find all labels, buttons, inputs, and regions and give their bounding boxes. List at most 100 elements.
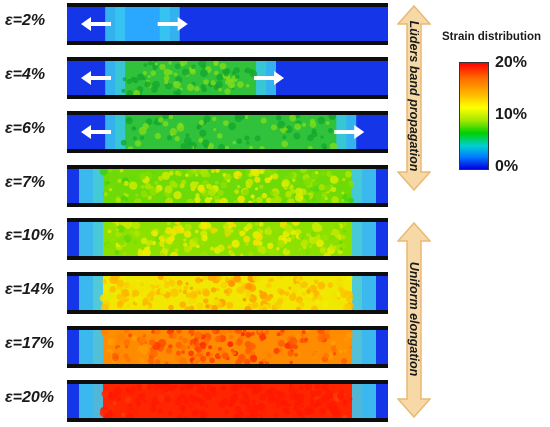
strain-speckle xyxy=(289,114,297,122)
strain-speckle xyxy=(181,350,185,354)
strain-speckle xyxy=(320,170,326,176)
shoulder-zone xyxy=(352,169,376,203)
specimen-strain-map xyxy=(67,111,388,153)
strain-speckle xyxy=(325,403,332,409)
strain-speckle xyxy=(243,235,251,243)
strain-speckle xyxy=(254,232,263,241)
shoulder-zone xyxy=(79,222,103,256)
strain-speckle xyxy=(192,236,199,243)
uniform-arrow: Uniform elongation xyxy=(396,221,432,419)
strain-speckle xyxy=(276,297,284,305)
arrow-right-icon xyxy=(254,71,285,85)
strain-speckle xyxy=(277,339,285,347)
strain-speckle xyxy=(276,247,280,251)
strain-speckle xyxy=(115,347,122,354)
strain-speckle xyxy=(324,328,330,335)
strain-speckle xyxy=(204,197,212,204)
strain-field-plot xyxy=(67,3,388,45)
strain-speckle xyxy=(186,142,193,150)
strain-speckle xyxy=(214,335,222,343)
strain-speckle xyxy=(130,386,137,392)
strain-label: ε=4% xyxy=(5,66,46,83)
strain-speckle xyxy=(189,181,198,189)
strain-speckle xyxy=(257,240,263,246)
strain-speckle xyxy=(290,349,294,353)
strain-speckle xyxy=(257,402,266,412)
shoulder-zone xyxy=(79,276,103,310)
strain-speckle xyxy=(329,175,339,184)
strain-label: ε=20% xyxy=(5,389,55,406)
strain-speckle xyxy=(139,135,145,141)
arrow-right-icon xyxy=(157,17,188,31)
strain-speckle xyxy=(163,68,171,76)
strain-speckle xyxy=(259,229,264,234)
strain-speckle xyxy=(116,224,125,233)
band-front xyxy=(105,7,126,41)
strain-speckle xyxy=(282,276,290,284)
strain-speckle xyxy=(234,406,242,413)
strain-speckle xyxy=(185,292,191,298)
strain-speckle xyxy=(285,191,292,198)
strain-speckle xyxy=(115,228,119,232)
strain-speckle xyxy=(127,236,131,240)
strain-speckle xyxy=(194,229,199,234)
strain-speckle xyxy=(302,122,307,127)
strain-speckle xyxy=(135,193,139,197)
strain-speckle xyxy=(178,335,184,341)
strain-speckle xyxy=(199,129,207,137)
strain-speckle xyxy=(182,289,188,295)
strain-speckle xyxy=(122,77,127,82)
shoulder-zone xyxy=(79,384,103,418)
strain-speckle xyxy=(193,408,200,415)
strain-speckle xyxy=(180,143,187,150)
strain-speckle xyxy=(185,282,189,286)
strain-speckle xyxy=(244,331,252,338)
strain-speckle xyxy=(176,279,183,286)
strain-speckle xyxy=(343,340,352,349)
strain-speckle xyxy=(284,125,293,134)
strain-speckle xyxy=(231,239,240,248)
strain-speckle xyxy=(292,396,296,400)
strain-speckle xyxy=(312,224,321,233)
strain-speckle xyxy=(179,405,187,412)
strain-speckle xyxy=(248,251,254,258)
strain-speckle xyxy=(276,115,282,121)
strain-speckle xyxy=(168,114,174,120)
strain-speckle xyxy=(321,395,330,403)
strain-speckle xyxy=(111,339,117,345)
strain-speckle xyxy=(226,179,231,183)
specimen-edge xyxy=(67,165,388,169)
strain-speckle xyxy=(272,191,279,198)
strain-field-plot xyxy=(67,326,388,368)
strain-speckle xyxy=(266,282,272,289)
strain-speckle xyxy=(152,412,158,418)
strain-speckle xyxy=(321,383,330,392)
strain-speckle xyxy=(116,396,122,402)
strain-speckle xyxy=(174,63,181,70)
strain-speckle xyxy=(330,237,340,246)
strain-speckle xyxy=(257,245,265,253)
strain-speckle xyxy=(250,294,254,298)
strain-speckle xyxy=(242,188,249,196)
strain-speckle xyxy=(216,73,224,81)
strain-speckle xyxy=(121,412,126,418)
strain-speckle xyxy=(157,294,163,300)
strain-speckle xyxy=(211,116,217,122)
strain-speckle xyxy=(117,237,126,246)
arrow-right-icon xyxy=(334,125,365,139)
strain-speckle xyxy=(292,178,296,182)
specimen-edge xyxy=(67,326,388,330)
strain-speckle xyxy=(140,346,149,355)
strain-speckle xyxy=(138,126,147,135)
strain-speckle xyxy=(148,339,156,346)
strain-speckle xyxy=(190,395,199,404)
strain-speckle xyxy=(132,136,137,141)
strain-speckle xyxy=(165,237,174,245)
strain-speckle xyxy=(173,80,181,89)
shoulder-zone xyxy=(79,169,103,203)
strain-speckle xyxy=(157,408,163,414)
strain-speckle xyxy=(238,382,244,389)
strain-speckle xyxy=(303,407,312,416)
strain-speckle xyxy=(125,193,129,198)
strain-speckle xyxy=(215,287,220,292)
